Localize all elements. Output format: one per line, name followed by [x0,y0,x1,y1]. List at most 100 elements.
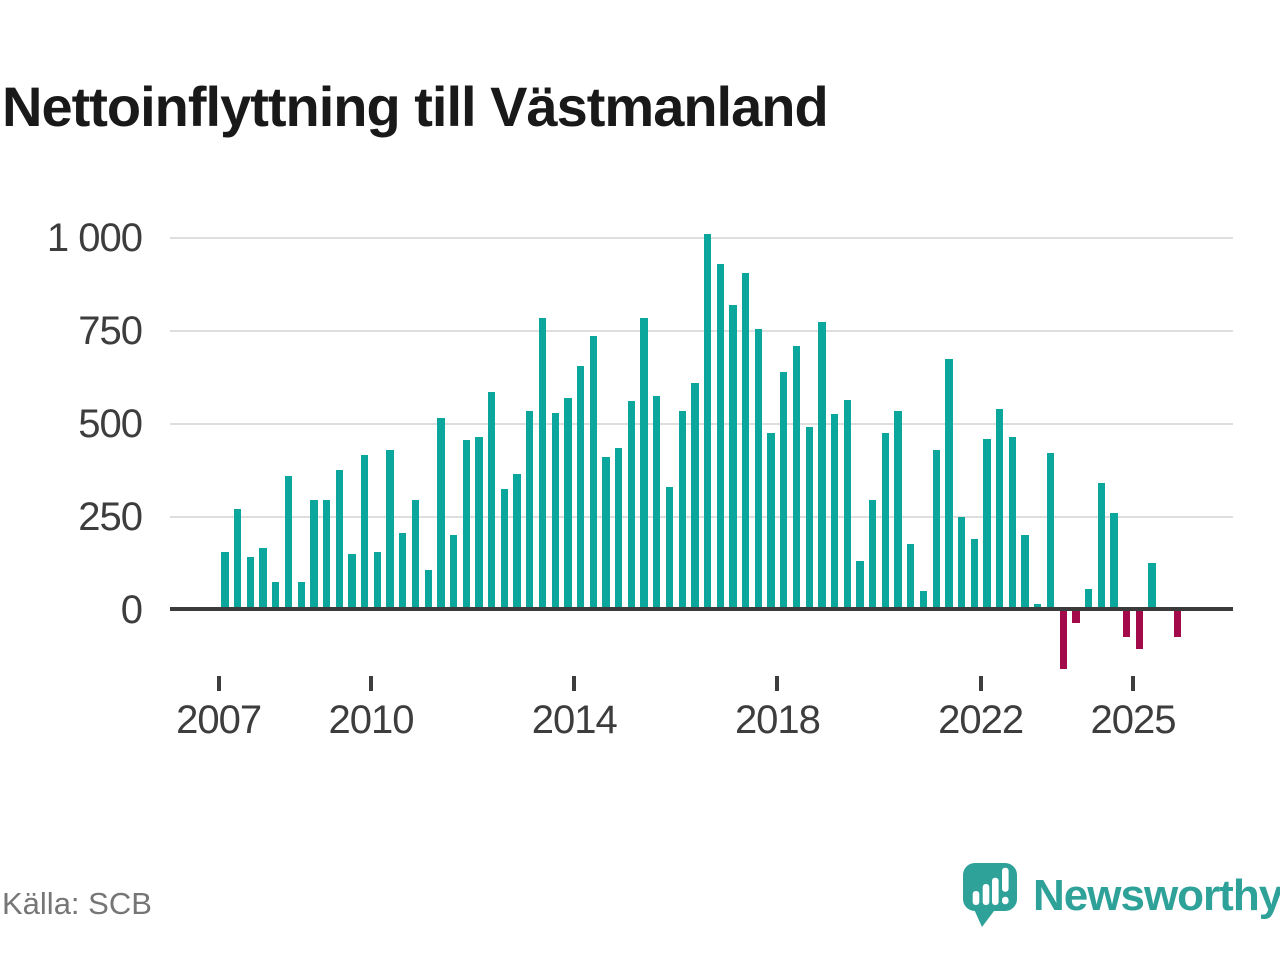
x-axis-tick-mark [978,676,983,691]
gridline [170,422,1233,425]
bar-positive [348,553,356,610]
bar-positive [284,475,293,610]
y-axis-tick-label: 500 [78,401,143,446]
bar-positive [246,557,255,610]
bar-positive [424,570,432,610]
bar-positive [488,392,496,610]
bar-positive [538,317,547,610]
bar-positive [894,410,902,610]
bar-positive [754,329,763,610]
bar-positive [335,470,343,610]
y-axis-tick-label: 250 [78,494,143,539]
bar-positive [818,321,826,610]
x-axis-tick-label: 2022 [938,698,1024,742]
bar-negative [1173,609,1182,638]
bar-positive [1148,563,1156,610]
bar-positive [932,449,940,610]
x-axis-tick-label: 2025 [1090,698,1177,742]
bar-positive [310,499,318,610]
gridline [170,329,1233,332]
bar-positive [983,438,991,610]
bar-positive [1034,603,1042,610]
bar-positive [475,436,483,610]
bar-positive [399,533,407,610]
zero-axis-line [170,607,1233,611]
bar-positive [805,427,813,610]
bar-positive [221,551,229,610]
bar-positive [907,544,915,610]
bar-positive [792,345,801,610]
bar-negative [1123,609,1131,638]
bar-positive [361,455,369,610]
bar-positive [843,399,851,610]
bar-positive [386,449,394,610]
page-title: Nettoinflyttning till Västmanland [2,74,829,138]
bar-positive [716,264,724,610]
x-axis-tick-label: 2018 [734,698,821,742]
newsworthy-logo-icon [963,863,1017,927]
bar-negative [1059,609,1067,669]
y-axis-tick-label: 1 000 [46,216,143,260]
bar-positive [576,366,585,610]
bar-positive [665,486,674,610]
x-axis-tick-label: 2007 [176,698,262,742]
bar-positive [703,234,712,610]
bar-positive [627,401,636,610]
bar-negative [1072,609,1080,623]
bar-positive [653,395,661,610]
bar-positive [1097,483,1105,610]
bar-positive [551,412,559,610]
gridline [170,237,1233,239]
x-axis-tick-label: 2014 [531,698,618,742]
bar-positive [602,457,610,610]
bar-positive [970,538,978,610]
bar-positive [869,499,877,610]
newsworthy-logo: Newsworthy [963,863,1280,929]
bar-positive [500,488,509,610]
bar-positive [780,371,788,610]
bar-positive [742,273,750,610]
bar-positive [1046,453,1055,610]
y-axis-tick-label: 750 [78,308,143,353]
bar-positive [234,509,242,610]
bar-positive [1084,589,1093,610]
bar-positive [957,516,966,610]
bar-positive [945,358,953,610]
bar-positive [1110,512,1118,610]
bar-positive [589,336,597,610]
bar-positive [919,590,928,610]
bar-positive [691,382,699,610]
bar-negative [1135,609,1144,649]
bar-positive [272,581,280,610]
x-axis-tick-mark [775,676,780,691]
x-axis-tick-mark [369,676,374,691]
bar-positive [881,433,890,610]
x-axis-tick-mark [1131,676,1136,691]
x-axis-tick-label: 2010 [328,698,415,742]
bar-positive [259,548,267,610]
bar-positive [1008,436,1017,610]
bar-positive [526,410,534,610]
bar-positive [373,551,382,610]
bar-positive [297,581,305,610]
bar-positive [322,499,331,610]
bar-positive [856,561,864,610]
gridline [170,515,1233,518]
bar-positive [1021,535,1029,610]
bar-positive [678,410,686,610]
x-axis-tick-mark [572,676,577,691]
bar-positive [462,440,470,610]
bar-positive [449,535,458,610]
bar-positive [513,473,521,610]
newsworthy-logo-text: Newsworthy [1033,871,1280,920]
source-label: Källa: SCB [2,886,152,921]
bar-positive [729,304,737,610]
bar-positive [615,447,623,610]
bar-positive [564,397,572,610]
y-axis-tick-label: 0 [120,587,143,632]
bar-positive [996,408,1004,610]
bar-positive [437,418,445,610]
bar-positive [767,433,775,610]
x-axis-tick-mark [216,676,221,691]
